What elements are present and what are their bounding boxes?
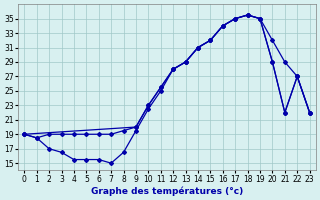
X-axis label: Graphe des températures (°c): Graphe des températures (°c) bbox=[91, 186, 243, 196]
